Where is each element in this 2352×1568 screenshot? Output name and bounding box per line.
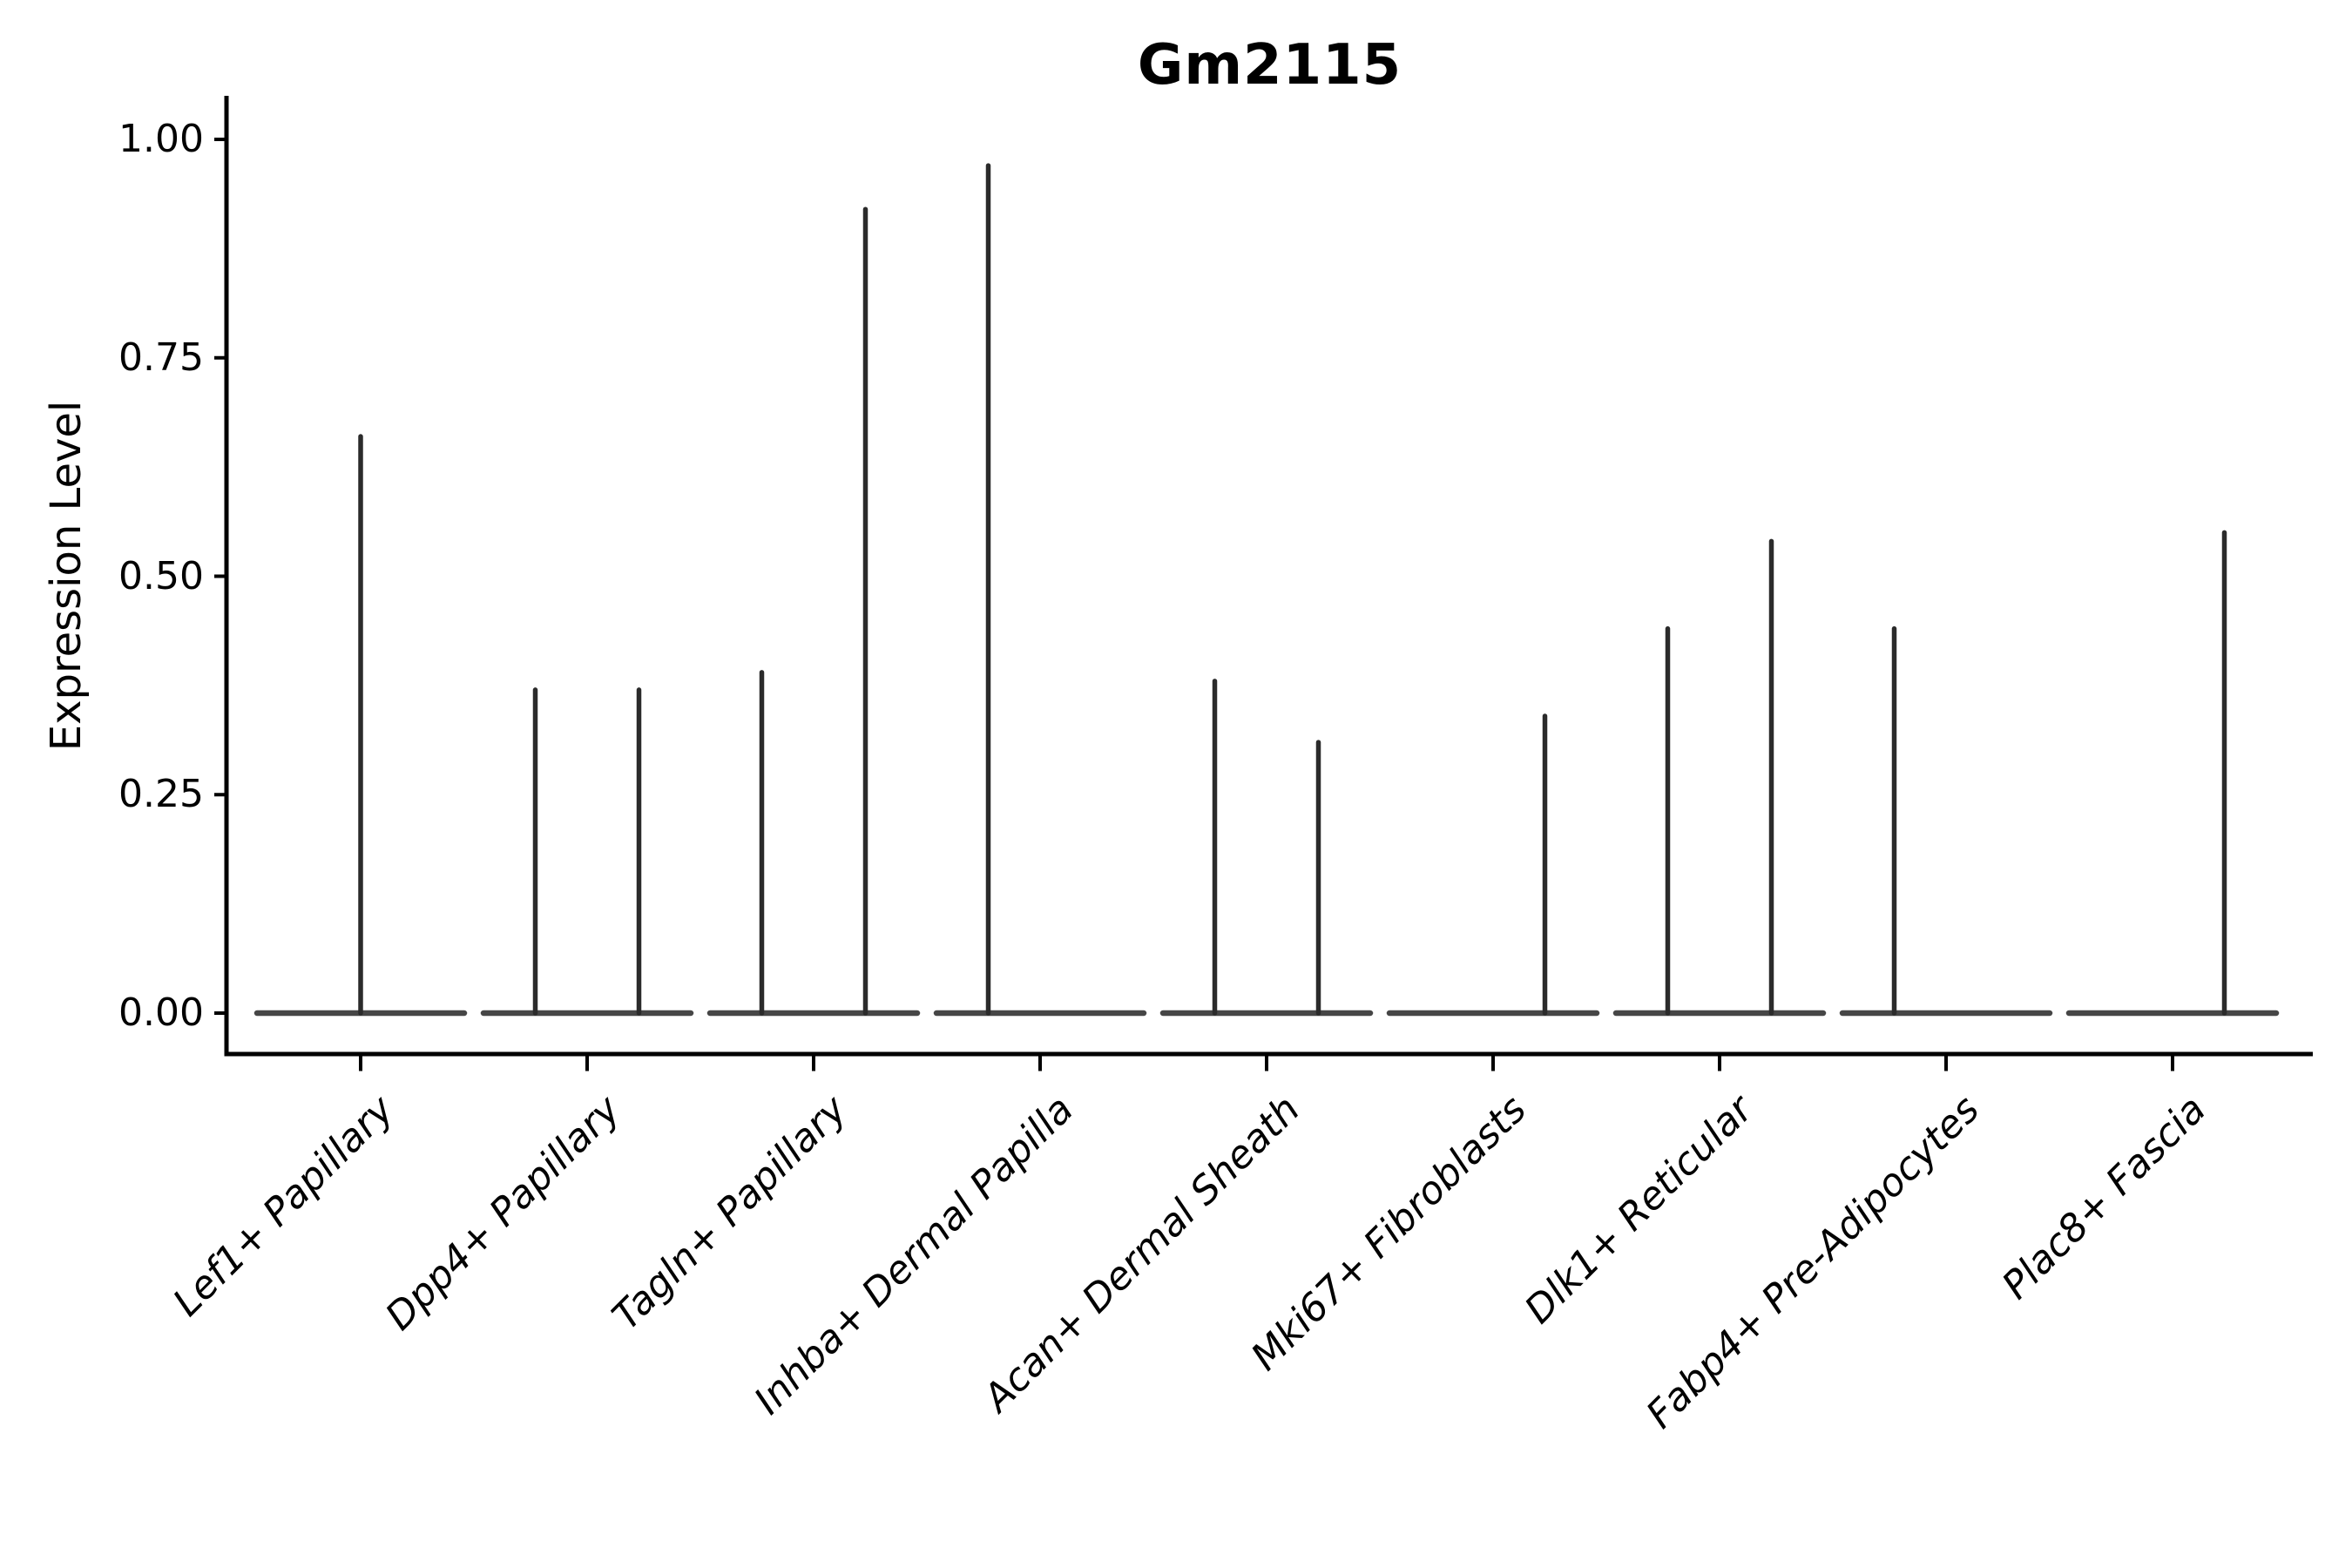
y-tick-label: 0.25: [118, 772, 204, 817]
y-tick-label: 0.75: [118, 335, 204, 380]
y-tick-label: 0.50: [118, 553, 204, 598]
y-tick-label: 0.00: [118, 990, 204, 1035]
y-tick-label: 1.00: [118, 117, 204, 161]
chart-title: Gm2115: [1137, 33, 1402, 98]
